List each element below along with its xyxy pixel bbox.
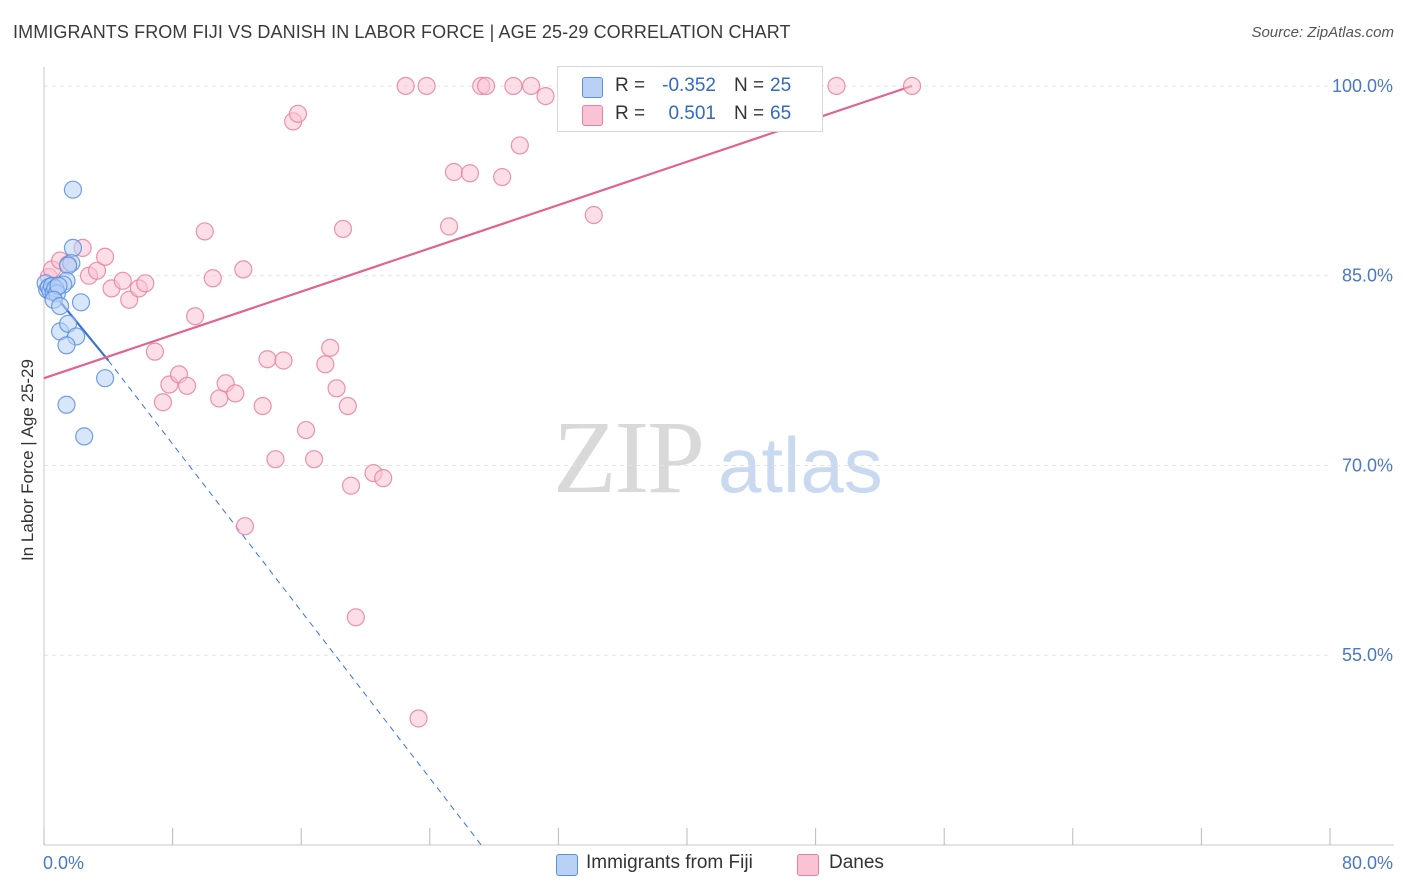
danes-point [338,396,357,416]
danes-point [113,271,132,290]
fiji-swatch-icon [582,77,603,98]
danes-point [288,104,308,123]
fiji-point [95,369,115,388]
danes-point [346,608,365,627]
danes-point [584,205,603,225]
legend-row-fiji: R = -0.352 N = 25 [558,73,822,101]
legend-n-label: N = [734,103,765,124]
x-tick-label: 0.0% [43,853,84,873]
danes-point [316,355,335,374]
danes-point [87,261,107,280]
danes-point [234,260,253,279]
danes-point [321,338,340,357]
legend-r-label: R = [615,75,646,96]
fiji-point [50,296,70,316]
fiji-point [75,427,94,446]
danes-point [409,709,428,728]
legend-n-value: 25 [770,75,792,96]
y-tick-label: 85.0% [1342,266,1393,286]
fiji-point [59,256,78,275]
danes-point [186,307,205,326]
danes-swatch-icon [582,105,603,126]
danes-point [296,420,316,440]
danes-point [827,76,846,96]
danes-legend-icon [797,854,819,876]
danes-point [203,269,222,288]
y-tick-label: 55.0% [1342,645,1393,665]
danes-point [304,450,324,469]
danes-point [95,247,115,266]
legend-n-value: 65 [770,103,792,124]
danes-point [396,76,415,96]
danes-point [226,384,245,403]
legend-r-value: 0.501 [668,103,716,124]
fiji-point [71,293,91,312]
source-credit: Source: ZipAtlas.com [1251,24,1394,41]
danes-point [476,76,496,96]
danes-point [460,164,480,183]
danes-point [274,351,293,370]
danes-point [374,469,393,488]
danes-point [504,76,523,96]
danes-point [235,517,255,536]
danes-point [210,389,229,408]
danes-point [266,450,285,469]
fiji-point [63,180,83,199]
fiji-point [57,336,76,355]
watermark-zip: ZIP [553,400,705,515]
legend-n-label: N = [734,75,765,96]
fiji-point [57,395,76,414]
danes-point [510,136,529,155]
danes-point [902,76,922,96]
danes-point [327,379,346,398]
legend-r-label: R = [615,103,646,124]
danes-point [417,76,436,96]
chart-title: IMMIGRANTS FROM FIJI VS DANISH IN LABOR … [13,22,791,42]
danes-point [333,219,353,239]
fiji-point [63,238,83,258]
danes-point [258,350,277,369]
danes-point [195,222,214,241]
danes-point [444,162,464,182]
danes-point [136,274,155,293]
danes-point [521,76,541,96]
y-tick-label: 100.0% [1332,76,1393,96]
danes-point [177,376,197,395]
danes-point [493,167,512,187]
danes-point [341,476,361,495]
danes-legend-label: Danes [829,852,884,873]
fiji-trend-extension [107,360,482,846]
correlation-legend: R = -0.352 N = 25 R = 0.501 N = 65 [557,66,823,132]
fiji-legend-label: Immigrants from Fiji [586,852,753,873]
danes-point [153,393,173,412]
x-tick-label: 80.0% [1342,853,1393,873]
danes-point [145,342,165,361]
legend-r-value: -0.352 [662,75,716,96]
y-tick-label: 70.0% [1342,455,1393,475]
fiji-legend-icon [556,854,578,876]
danes-point [439,217,459,236]
danes-point [536,86,555,106]
legend-row-danes: R = 0.501 N = 65 [558,101,822,129]
danes-point [253,396,272,416]
danes-trend-line [43,84,913,380]
